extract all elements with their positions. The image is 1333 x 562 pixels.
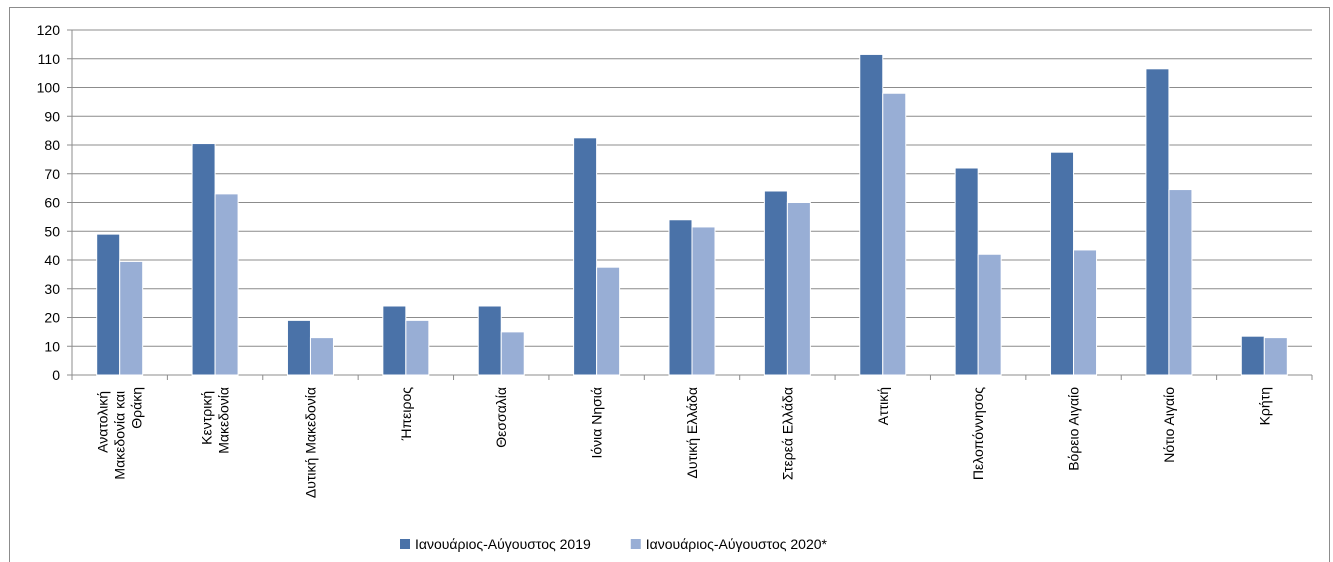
x-tick-label: Νότιο Αιγαίο bbox=[1161, 387, 1177, 463]
y-tick-label: 30 bbox=[44, 281, 60, 297]
x-tick-label: Δυτική Ελλάδα bbox=[684, 387, 700, 478]
bar bbox=[573, 137, 598, 376]
bar bbox=[1073, 249, 1098, 376]
bar bbox=[382, 305, 407, 376]
bar bbox=[763, 190, 788, 376]
legend-label: Ιανουάριος-Αύγουστος 2020* bbox=[646, 536, 828, 552]
bar bbox=[1240, 335, 1265, 376]
x-tick-label: Δυτική Μακεδονία bbox=[302, 387, 318, 498]
bar bbox=[500, 331, 525, 376]
y-tick-label: 40 bbox=[44, 252, 60, 268]
bar bbox=[668, 219, 693, 376]
bar bbox=[191, 143, 216, 376]
bar bbox=[477, 305, 502, 376]
bar bbox=[1050, 151, 1075, 376]
bar bbox=[954, 167, 979, 376]
x-tick-label: Βόρειο Αιγαίο bbox=[1066, 387, 1082, 471]
bar bbox=[786, 202, 811, 376]
bar bbox=[119, 260, 144, 376]
bar bbox=[859, 53, 884, 376]
y-tick-label: 50 bbox=[44, 223, 60, 239]
bar bbox=[96, 233, 121, 376]
y-tick-label: 110 bbox=[38, 51, 61, 67]
bar bbox=[309, 337, 334, 376]
chart-border bbox=[9, 7, 1330, 562]
y-tick-label: 70 bbox=[44, 166, 60, 182]
y-tick-label: 90 bbox=[44, 108, 60, 124]
x-tick-label: Αττική bbox=[875, 387, 891, 425]
x-tick-label: Πελοπόννησος bbox=[970, 387, 986, 480]
x-tick-label: Ανατολική Μακεδονία και Θράκη bbox=[95, 387, 145, 480]
y-tick-label: 10 bbox=[44, 338, 60, 354]
bar bbox=[286, 319, 311, 376]
x-tick-label: Κεντρική Μακεδονία bbox=[199, 387, 232, 454]
y-tick-label: 60 bbox=[44, 195, 60, 211]
bar bbox=[1145, 68, 1170, 376]
y-tick-label: 20 bbox=[44, 310, 60, 326]
y-tick-label: 100 bbox=[37, 80, 61, 96]
x-tick-label: Κρήτη bbox=[1256, 387, 1272, 425]
bar bbox=[596, 266, 621, 376]
legend-swatch bbox=[630, 539, 641, 549]
bar bbox=[691, 226, 716, 376]
bar bbox=[882, 92, 907, 376]
bar bbox=[214, 193, 239, 376]
legend-swatch bbox=[400, 539, 410, 549]
bar bbox=[405, 319, 430, 376]
bar bbox=[1263, 337, 1288, 376]
y-tick-label: 80 bbox=[44, 137, 60, 153]
x-tick-label: Στερεά Ελλάδα bbox=[779, 387, 795, 480]
x-tick-label: Ήπειρος bbox=[398, 387, 414, 441]
y-tick-label: 0 bbox=[52, 367, 60, 383]
x-tick-label: Ιόνια Νησιά bbox=[589, 387, 605, 459]
bar bbox=[977, 253, 1002, 376]
x-tick-label: Θεσσαλία bbox=[493, 387, 509, 448]
bar bbox=[1168, 189, 1193, 376]
legend-label: Ιανουάριος-Αύγουστος 2019 bbox=[415, 536, 591, 552]
y-tick-label: 120 bbox=[37, 22, 61, 38]
